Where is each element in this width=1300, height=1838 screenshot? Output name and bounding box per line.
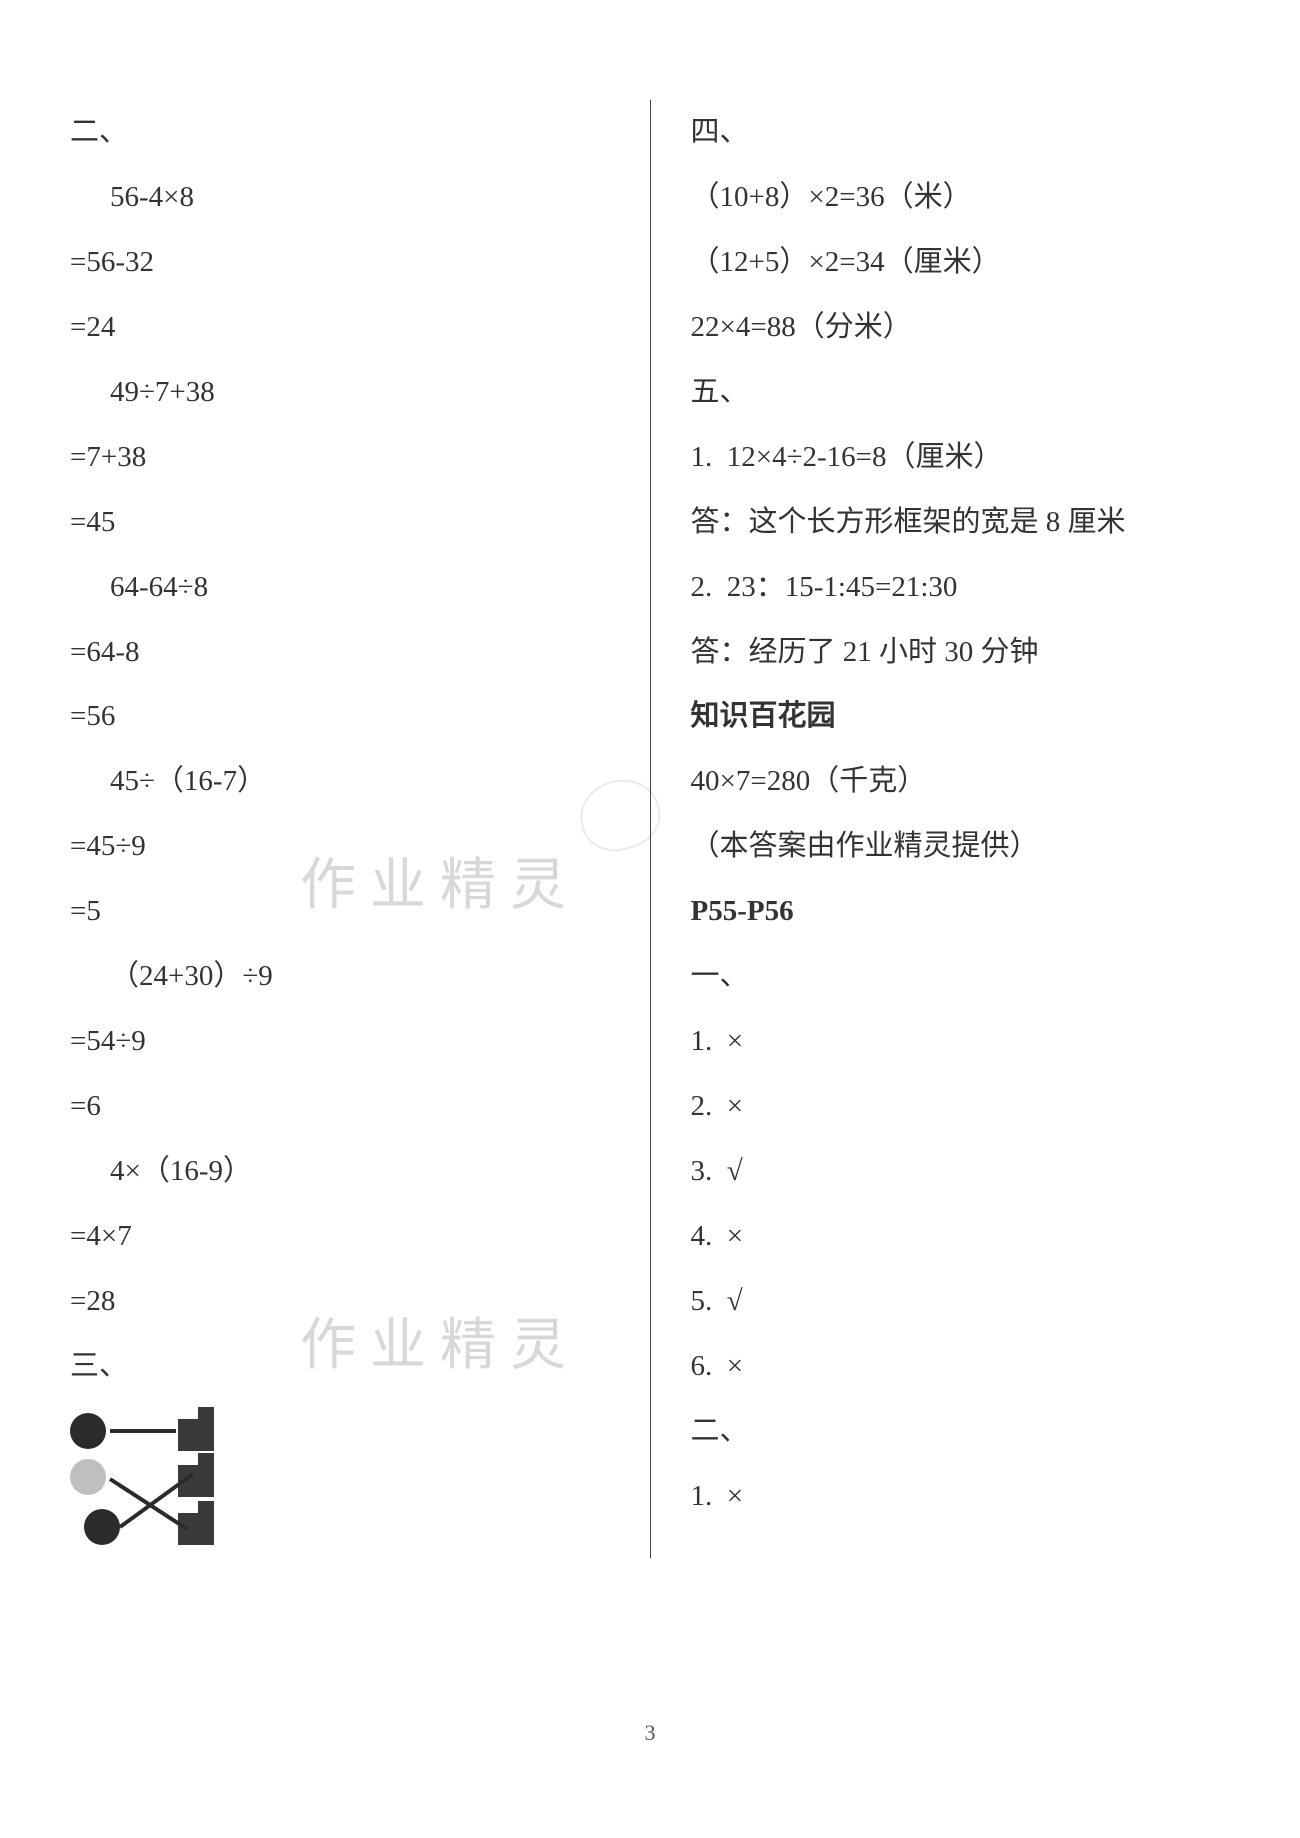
er-header: 二、 [691,1409,1231,1454]
p55-header: P55-P56 [691,889,1231,934]
knowledge-garden-header: 知识百花园 [691,694,1231,739]
yi-header: 一、 [691,954,1231,999]
p6-line3: =28 [70,1279,610,1324]
left-column: 二、 56-4×8 =56-32 =24 49÷7+38 =7+38 =45 6… [70,110,650,1778]
face-icon-2 [70,1459,106,1495]
s5-q1: 1. 12×4÷2-16=8（厘米） [691,435,1231,480]
yi-6: 6. × [691,1344,1231,1389]
p5-line3: =6 [70,1084,610,1129]
p2-line1: 49÷7+38 [70,370,610,415]
sec3-header: 三、 [70,1344,610,1389]
p3-line3: =56 [70,694,610,739]
matching-diagram [70,1413,220,1551]
face-icon-1 [70,1413,106,1449]
p1-line2: =56-32 [70,240,610,285]
s4-line1: （10+8）×2=36（米） [691,175,1231,220]
p3-line2: =64-8 [70,630,610,675]
yi-5: 5. √ [691,1279,1231,1324]
kb-line1: 40×7=280（千克） [691,759,1231,804]
s5-a1: 答：这个长方形框架的宽是 8 厘米 [691,500,1231,545]
s4-line3: 22×4=88（分米） [691,305,1231,350]
match-line-1 [110,1429,176,1433]
er-1: 1. × [691,1474,1231,1519]
p4-line1: 45÷（16-7） [70,759,610,804]
right-column: 四、 （10+8）×2=36（米） （12+5）×2=34（厘米） 22×4=8… [651,110,1231,1778]
p2-line3: =45 [70,500,610,545]
p1-line3: =24 [70,305,610,350]
s5-a2: 答：经历了 21 小时 30 分钟 [691,630,1231,675]
yi-2: 2. × [691,1084,1231,1129]
p4-line2: =45÷9 [70,824,610,869]
sec5-header: 五、 [691,370,1231,415]
yi-4: 4. × [691,1214,1231,1259]
p5-line2: =54÷9 [70,1019,610,1064]
sec2-header: 二、 [70,110,610,155]
p6-line2: =4×7 [70,1214,610,1259]
p2-line2: =7+38 [70,435,610,480]
kb-note: （本答案由作业精灵提供） [691,824,1231,869]
p1-line1: 56-4×8 [70,175,610,220]
yi-1: 1. × [691,1019,1231,1064]
page-number: 3 [645,1720,656,1746]
sec4-header: 四、 [691,110,1231,155]
s4-line2: （12+5）×2=34（厘米） [691,240,1231,285]
p3-line1: 64-64÷8 [70,565,610,610]
s5-q2: 2. 23：15-1:45=21:30 [691,565,1231,610]
p6-line1: 4×（16-9） [70,1149,610,1194]
yi-3: 3. √ [691,1149,1231,1194]
face-icon-3 [84,1509,120,1545]
p5-line1: （24+30）÷9 [70,954,610,999]
p4-line3: =5 [70,889,610,934]
blocks-icon-1 [178,1419,214,1451]
page-container: 二、 56-4×8 =56-32 =24 49÷7+38 =7+38 =45 6… [0,0,1300,1838]
